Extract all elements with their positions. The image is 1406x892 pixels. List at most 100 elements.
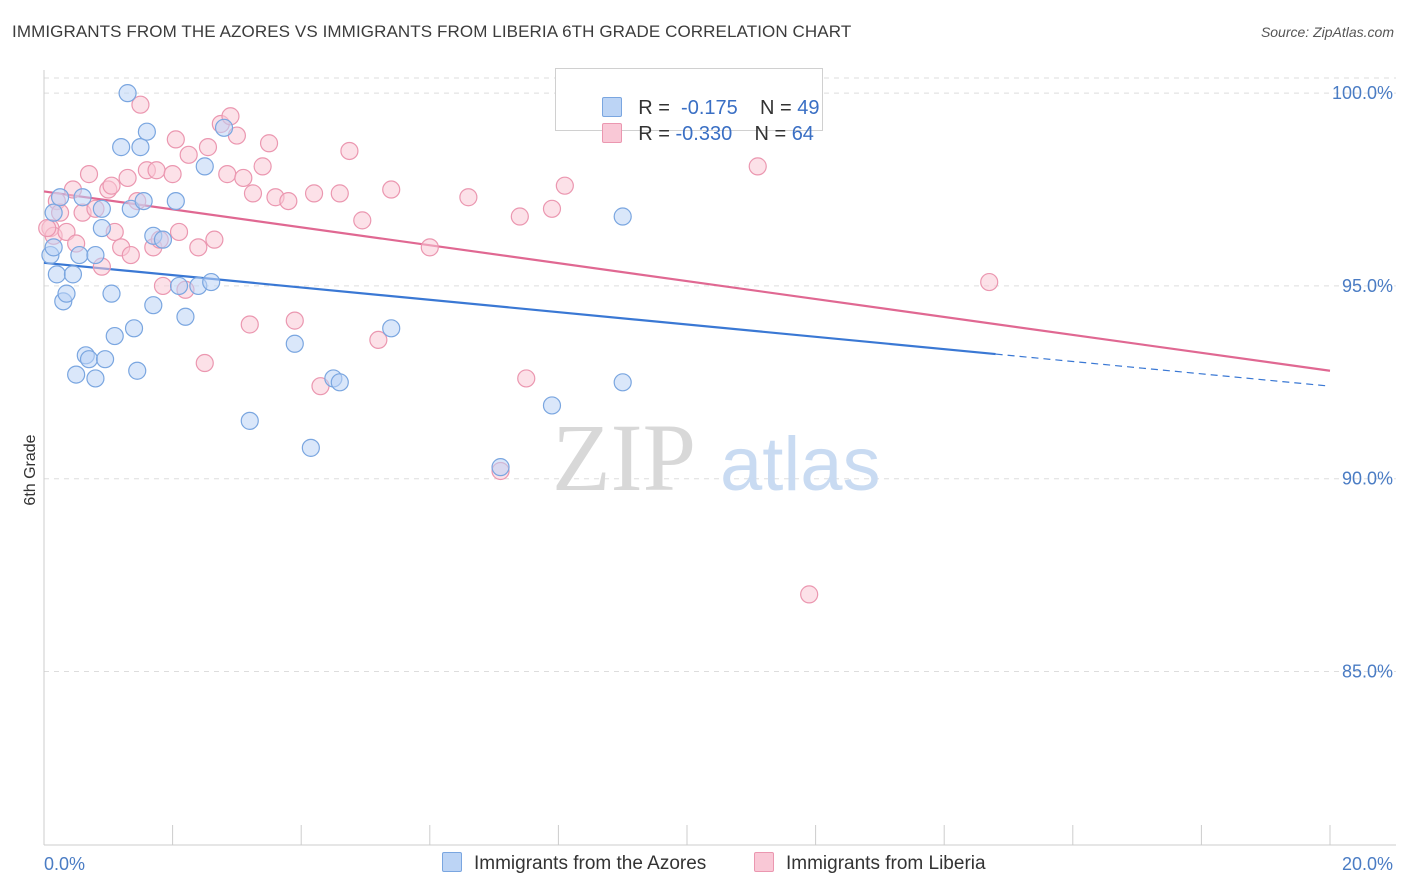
liberia-point <box>205 230 224 249</box>
liberia-point <box>234 168 253 188</box>
r-value: -0.330 <box>675 123 733 145</box>
azores-swatch <box>602 97 623 117</box>
azores-point <box>124 319 144 338</box>
liberia-point <box>279 191 298 211</box>
liberia-point <box>169 222 189 242</box>
azores-point <box>70 245 89 265</box>
liberia-point <box>353 211 372 230</box>
azores-point <box>301 438 320 457</box>
y-axis-title: 6th Grade <box>22 434 39 505</box>
liberia-point <box>179 145 198 164</box>
liberia-point <box>980 272 999 292</box>
azores-point <box>153 230 173 249</box>
source-credit: Source: ZipAtlas.com <box>1260 24 1394 40</box>
liberia-point <box>542 199 562 218</box>
liberia-point <box>131 95 150 114</box>
azores-point <box>102 284 121 303</box>
azores-point <box>176 307 195 326</box>
liberia-point <box>240 315 259 334</box>
liberia-point <box>198 138 218 157</box>
liberia-point <box>330 184 349 203</box>
liberia-point <box>118 168 137 188</box>
azores-point <box>44 238 63 257</box>
azores-point <box>195 157 214 176</box>
liberia-point <box>153 276 173 296</box>
y-tick-labels: 85.0% 90.0% 95.0% 100.0% <box>1332 83 1393 681</box>
azores-point <box>542 396 562 415</box>
legend-label-azores: Immigrants from the Azores <box>474 853 707 874</box>
liberia-point <box>510 207 529 226</box>
azores-point <box>285 334 304 353</box>
x-tick-labels: 0.0% 20.0% <box>44 854 1393 874</box>
y-tick-label: 85.0% <box>1342 661 1393 681</box>
axes <box>43 70 1396 846</box>
azores-point <box>67 365 86 384</box>
liberia-point <box>420 238 439 257</box>
r-label: R = <box>638 97 670 119</box>
azores-point <box>92 199 111 218</box>
liberia-point <box>459 188 478 207</box>
liberia-point <box>38 218 57 238</box>
azores-point <box>202 272 221 292</box>
watermark-zip: ZIP <box>552 404 696 511</box>
liberia-point <box>102 176 121 195</box>
trend-lines <box>43 190 1331 387</box>
azores-point <box>330 373 349 392</box>
n-value: 64 <box>791 123 814 145</box>
stats-legend-azores: R = -0.175 N = 49 <box>580 74 820 119</box>
azores-point <box>382 319 401 338</box>
liberia-trend-line <box>43 190 1331 372</box>
liberia-point <box>79 165 99 184</box>
liberia-point <box>285 311 304 330</box>
legend-item-liberia[interactable]: Immigrants from Liberia <box>754 852 986 875</box>
azores-point <box>134 191 153 211</box>
n-label: N = <box>760 97 792 119</box>
liberia-point <box>253 157 272 176</box>
liberia-point <box>369 330 388 350</box>
azores-point <box>44 203 63 222</box>
azores-point <box>491 458 510 477</box>
stats-legend: R = -0.175 N = 49 R = -0.330 N = 64 <box>555 68 823 145</box>
azores-point <box>50 188 70 207</box>
azores-point <box>86 245 105 265</box>
azores-point <box>214 118 234 137</box>
azores-trend-extension <box>995 353 1331 387</box>
azores-point <box>137 122 156 141</box>
n-value: 49 <box>797 97 820 119</box>
azores-point <box>118 84 137 103</box>
watermark: ZIP atlas <box>552 404 881 511</box>
liberia-point <box>382 180 401 199</box>
liberia-point <box>163 165 182 184</box>
liberia-point <box>259 134 279 153</box>
liberia-point <box>748 157 767 176</box>
azores-point <box>169 276 189 296</box>
azores-point <box>166 191 185 211</box>
data-points <box>38 84 999 604</box>
liberia-point <box>218 165 237 184</box>
liberia-point <box>304 184 324 203</box>
azores-point <box>613 373 632 392</box>
x-ticks <box>43 825 1331 845</box>
liberia-point <box>195 353 214 373</box>
azores-point <box>95 350 115 369</box>
azores-point <box>92 218 111 238</box>
n-label: N = <box>754 123 787 145</box>
liberia-point <box>121 245 140 265</box>
y-tick-label: 90.0% <box>1342 469 1393 489</box>
chart-title: IMMIGRANTS FROM THE AZORES VS IMMIGRANTS… <box>12 22 852 41</box>
azores-point <box>105 326 124 346</box>
azores-point <box>86 369 105 388</box>
azores-point <box>131 138 150 157</box>
liberia-point <box>555 176 574 195</box>
watermark-atlas: atlas <box>720 422 881 507</box>
azores-legend-swatch <box>442 852 462 872</box>
liberia-point <box>166 130 185 149</box>
x-tick-label-min: 0.0% <box>44 854 85 874</box>
azores-point <box>240 411 259 430</box>
liberia-legend-swatch <box>754 852 774 872</box>
liberia-point <box>147 161 166 180</box>
grid-lines <box>44 77 1396 672</box>
azores-point <box>613 207 632 226</box>
legend-item-azores[interactable]: Immigrants from the Azores <box>442 852 706 875</box>
